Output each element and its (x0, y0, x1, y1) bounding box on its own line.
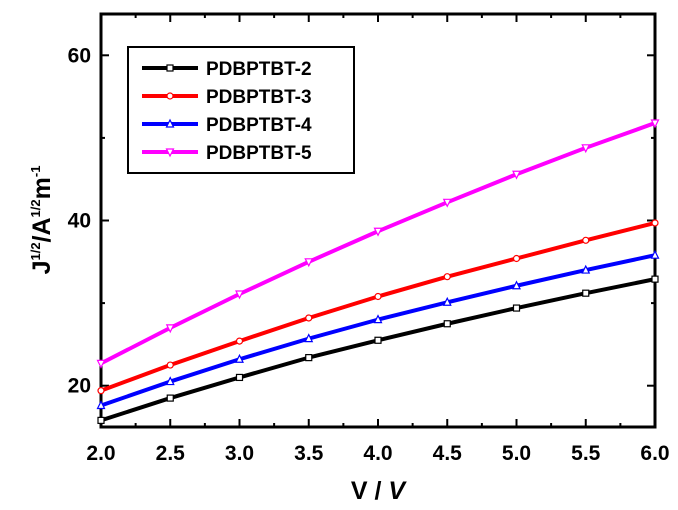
data-point (650, 119, 660, 129)
data-point (165, 376, 175, 386)
x-tick-label: 4.0 (363, 442, 392, 465)
data-point (512, 170, 521, 180)
data-point (166, 361, 174, 369)
data-point (650, 249, 660, 259)
data-point (97, 387, 105, 395)
x-tick-label: 3.5 (294, 442, 324, 465)
data-point (581, 144, 591, 154)
data-point (97, 416, 105, 424)
y-tick-label: 40 (68, 210, 91, 233)
data-point (165, 324, 175, 334)
y-tick-label: 60 (68, 44, 91, 67)
data-point (235, 373, 244, 382)
series-line (100, 277, 656, 423)
axis-ticks (100, 14, 656, 427)
data-point (373, 314, 383, 324)
legend-marker (165, 118, 175, 128)
legend-label: PDBPTBT-5 (206, 143, 312, 164)
legend-label: PDBPTBT-4 (206, 115, 312, 136)
data-point (651, 219, 659, 227)
data-point (166, 394, 174, 402)
legend: PDBPTBT-2 PDBPTBT-3 PDBPTBT-4 PDBPTBT-5 (127, 46, 355, 174)
x-axis-title: V / V (351, 477, 408, 505)
data-point (235, 290, 244, 300)
x-tick-label: 4.5 (433, 442, 463, 465)
data-point (581, 264, 591, 274)
x-tick-label: 2.0 (86, 442, 115, 465)
series-line (100, 221, 656, 393)
x-tick-label: 6.0 (640, 442, 669, 465)
data-point (235, 337, 244, 345)
legend-marker (165, 148, 175, 158)
data-point (442, 296, 452, 306)
legend-item: PDBPTBT-2 (142, 59, 312, 80)
data-point (374, 336, 382, 344)
data-point (374, 292, 382, 301)
y-axis-title: J1/2/A1/2m-1 (28, 166, 56, 275)
series-line (100, 253, 656, 408)
y-tick-label: 20 (68, 375, 91, 398)
series-layer (96, 119, 660, 424)
data-point (443, 320, 451, 328)
data-point (442, 198, 452, 208)
tick-labels: 2.0 2.5 3.0 3.5 4.0 4.5 5.0 5.5 6.0 20 40 60 (68, 44, 670, 465)
x-tick-label: 3.0 (225, 442, 254, 465)
series-pdbptbt-3 (97, 219, 659, 395)
data-point (96, 400, 106, 410)
legend-item: PDBPTBT-3 (142, 87, 312, 108)
legend-label: PDBPTBT-2 (206, 59, 312, 80)
x-tick-label: 2.5 (156, 442, 186, 465)
legend-item: PDBPTBT-5 (142, 143, 312, 164)
data-point (582, 289, 590, 297)
series-pdbptbt-2 (97, 275, 659, 424)
x-tick-label: 5.0 (502, 442, 531, 465)
data-point (304, 258, 314, 268)
data-point (512, 254, 521, 263)
data-point (512, 304, 521, 312)
legend-item: PDBPTBT-4 (142, 115, 312, 136)
data-point (443, 273, 451, 281)
data-point (512, 280, 521, 290)
legend-marker (166, 92, 174, 100)
series-pdbptbt-4 (96, 249, 660, 410)
x-tick-label: 5.5 (571, 442, 601, 465)
data-point (305, 314, 313, 322)
data-point (651, 275, 659, 283)
series-pdbptbt-5 (96, 119, 660, 369)
data-point (235, 353, 244, 363)
data-point (373, 227, 383, 237)
data-point (96, 359, 106, 369)
legend-marker (166, 64, 174, 72)
data-point (305, 354, 313, 362)
data-point (304, 333, 314, 343)
legend-label: PDBPTBT-3 (206, 87, 312, 108)
data-point (582, 236, 590, 244)
